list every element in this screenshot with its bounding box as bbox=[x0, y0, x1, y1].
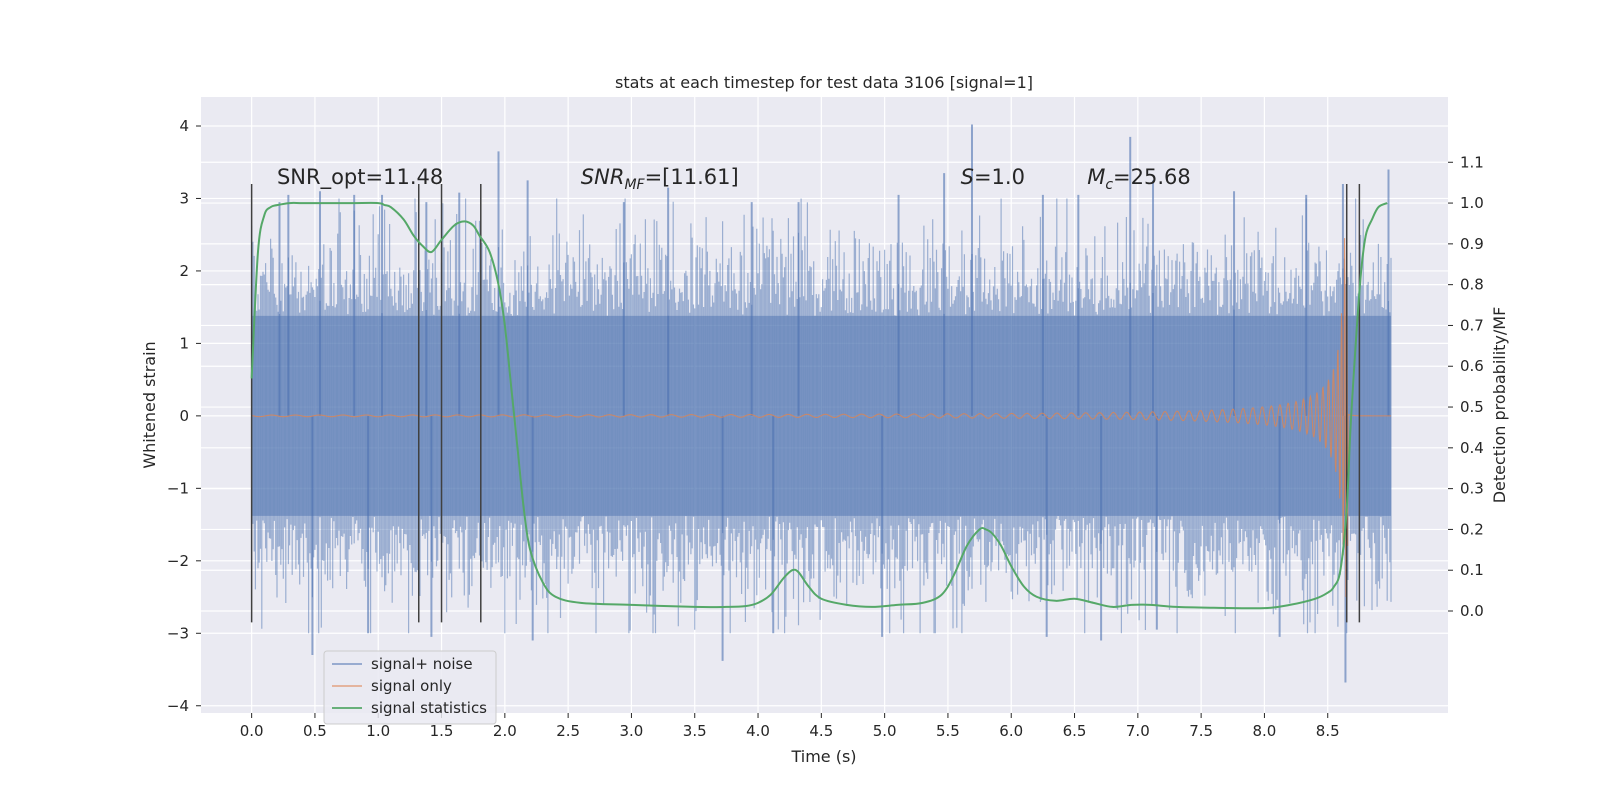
signal-statistics-line bbox=[250, 201, 1388, 610]
x-tick-label: 0.5 bbox=[303, 722, 327, 740]
x-tick-label: 2.5 bbox=[556, 722, 580, 740]
chart-title: stats at each timestep for test data 310… bbox=[615, 73, 1033, 92]
x-axis-label: Time (s) bbox=[790, 747, 856, 766]
y-axis-ticks: −4 −3 −2 −1 0 1 2 3 4 bbox=[167, 117, 201, 715]
x-tick-label: 6.0 bbox=[999, 722, 1023, 740]
y-tick-label: −4 bbox=[167, 697, 189, 715]
x-tick-label: 4.5 bbox=[809, 722, 833, 740]
x-tick-label: 7.0 bbox=[1126, 722, 1150, 740]
y-tick-label: −3 bbox=[167, 624, 189, 642]
y-tick-label: −1 bbox=[167, 479, 189, 497]
x-tick-label: 0.0 bbox=[240, 722, 264, 740]
annotation-1: SNRMF=[11.61] bbox=[581, 165, 739, 193]
y-tick-label: 1 bbox=[179, 334, 189, 352]
y-tick-label: 4 bbox=[179, 117, 189, 135]
y-axis-label: Whitened strain bbox=[140, 341, 159, 468]
x-tick-label: 6.5 bbox=[1063, 722, 1087, 740]
x-tick-label: 7.5 bbox=[1189, 722, 1213, 740]
y2-tick-label: 0.3 bbox=[1460, 480, 1484, 498]
y2-tick-label: 1.0 bbox=[1460, 194, 1484, 212]
signal-statistics-series bbox=[250, 201, 1388, 610]
x-tick-label: 3.0 bbox=[620, 722, 644, 740]
x-tick-label: 2.0 bbox=[493, 722, 517, 740]
annotation-0: SNR_opt=11.48 bbox=[277, 165, 443, 190]
legend-label-signal: signal only bbox=[371, 677, 452, 695]
x-tick-label: 1.5 bbox=[430, 722, 454, 740]
y2-tick-label: 0.5 bbox=[1460, 398, 1484, 416]
x-tick-label: 8.0 bbox=[1253, 722, 1277, 740]
y2-tick-label: 0.2 bbox=[1460, 520, 1484, 538]
x-axis-ticks: 0.0 0.5 1.0 1.5 2.0 2.5 3.0 3.5 4.0 4.5 5.0 5.5 6.0 6… bbox=[240, 713, 1340, 740]
y2-tick-label: 1.1 bbox=[1460, 153, 1484, 171]
x-tick-label: 3.5 bbox=[683, 722, 707, 740]
x-tick-label: 8.5 bbox=[1316, 722, 1340, 740]
x-tick-label: 4.0 bbox=[746, 722, 770, 740]
y-tick-label: −2 bbox=[167, 552, 189, 570]
y2-tick-label: 0.8 bbox=[1460, 276, 1484, 294]
legend-label-noise: signal+ noise bbox=[371, 655, 473, 673]
legend-label-statistics: signal statistics bbox=[371, 699, 487, 717]
y2-tick-label: 0.9 bbox=[1460, 235, 1484, 253]
x-tick-label: 5.5 bbox=[936, 722, 960, 740]
y2-tick-label: 0.6 bbox=[1460, 357, 1484, 375]
x-tick-label: 5.0 bbox=[873, 722, 897, 740]
y2-tick-label: 0.4 bbox=[1460, 439, 1484, 457]
y2-tick-label: 0.0 bbox=[1460, 602, 1484, 620]
y2-axis-ticks: 0.0 0.1 0.2 0.3 0.4 0.5 0.6 0.7 0.8 0.9 1.0 1.1 bbox=[1448, 153, 1484, 620]
annotations: SNR_opt=11.48 SNRMF=[11.61] S=1.0 Mc=25.68 bbox=[277, 165, 1191, 193]
y-tick-label: 2 bbox=[179, 262, 189, 280]
legend-box bbox=[323, 650, 497, 725]
y2-axis-label: Detection probability/MF bbox=[1490, 307, 1509, 504]
annotation-3: Mc=25.68 bbox=[1087, 165, 1191, 193]
legend: signal+ noise signal only signal statist… bbox=[323, 650, 497, 725]
y-tick-label: 0 bbox=[179, 407, 189, 425]
annotation-2: S=1.0 bbox=[961, 165, 1025, 189]
x-tick-label: 1.0 bbox=[366, 722, 390, 740]
y-tick-label: 3 bbox=[179, 189, 189, 207]
y2-tick-label: 0.7 bbox=[1460, 316, 1484, 334]
marker-lines bbox=[250, 183, 1361, 623]
y2-tick-label: 0.1 bbox=[1460, 561, 1484, 579]
